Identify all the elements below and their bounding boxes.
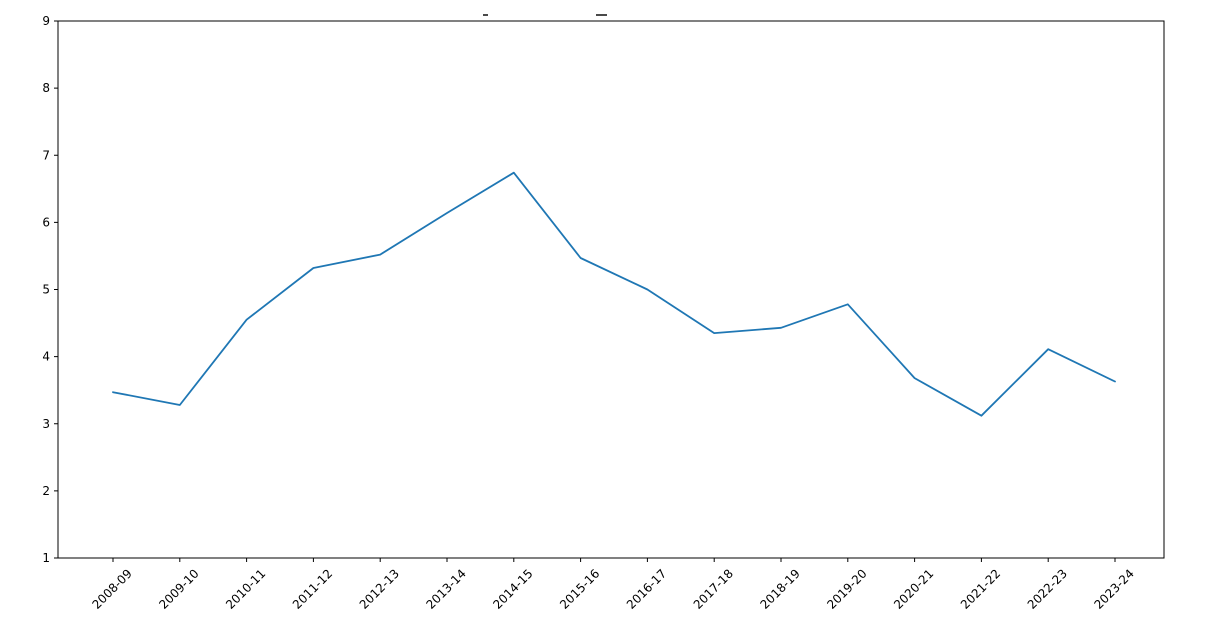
y-tick-label: 8 <box>42 81 50 95</box>
x-tick-label: 2013-14 <box>423 566 468 611</box>
y-tick-label: 6 <box>42 215 50 229</box>
y-tick-label: 7 <box>42 148 50 162</box>
x-tick-label: 2016-17 <box>624 566 669 611</box>
x-tick-label: 2010-11 <box>223 566 268 611</box>
x-tick-label: 2017-18 <box>691 566 736 611</box>
x-tick-label: 2023-24 <box>1091 566 1136 611</box>
y-tick-label: 5 <box>42 283 50 297</box>
x-tick-label: 2015-16 <box>557 566 602 611</box>
data-line <box>112 171 1116 417</box>
x-tick-label: 2012-13 <box>357 566 402 611</box>
x-tick-label: 2011-12 <box>290 566 335 611</box>
x-tick-label: 2021-22 <box>958 566 1003 611</box>
y-tick-label: 2 <box>42 484 50 498</box>
x-tick-label: 2019-20 <box>824 566 869 611</box>
y-tick-label: 9 <box>42 14 50 28</box>
y-tick-label: 1 <box>42 551 50 565</box>
y-tick-label: 4 <box>42 350 50 364</box>
axes-frame <box>57 20 1165 559</box>
clipped-title-fragment <box>483 14 488 16</box>
x-tick-label: 2014-15 <box>490 566 535 611</box>
x-tick-label: 2020-21 <box>891 566 936 611</box>
clipped-title-fragment <box>596 14 607 16</box>
x-tick-label: 2008-09 <box>89 566 134 611</box>
x-tick-label: 2009-10 <box>156 566 201 611</box>
y-tick-label: 3 <box>42 417 50 431</box>
x-tick-label: 2022-23 <box>1025 566 1070 611</box>
x-tick-label: 2018-19 <box>757 566 802 611</box>
